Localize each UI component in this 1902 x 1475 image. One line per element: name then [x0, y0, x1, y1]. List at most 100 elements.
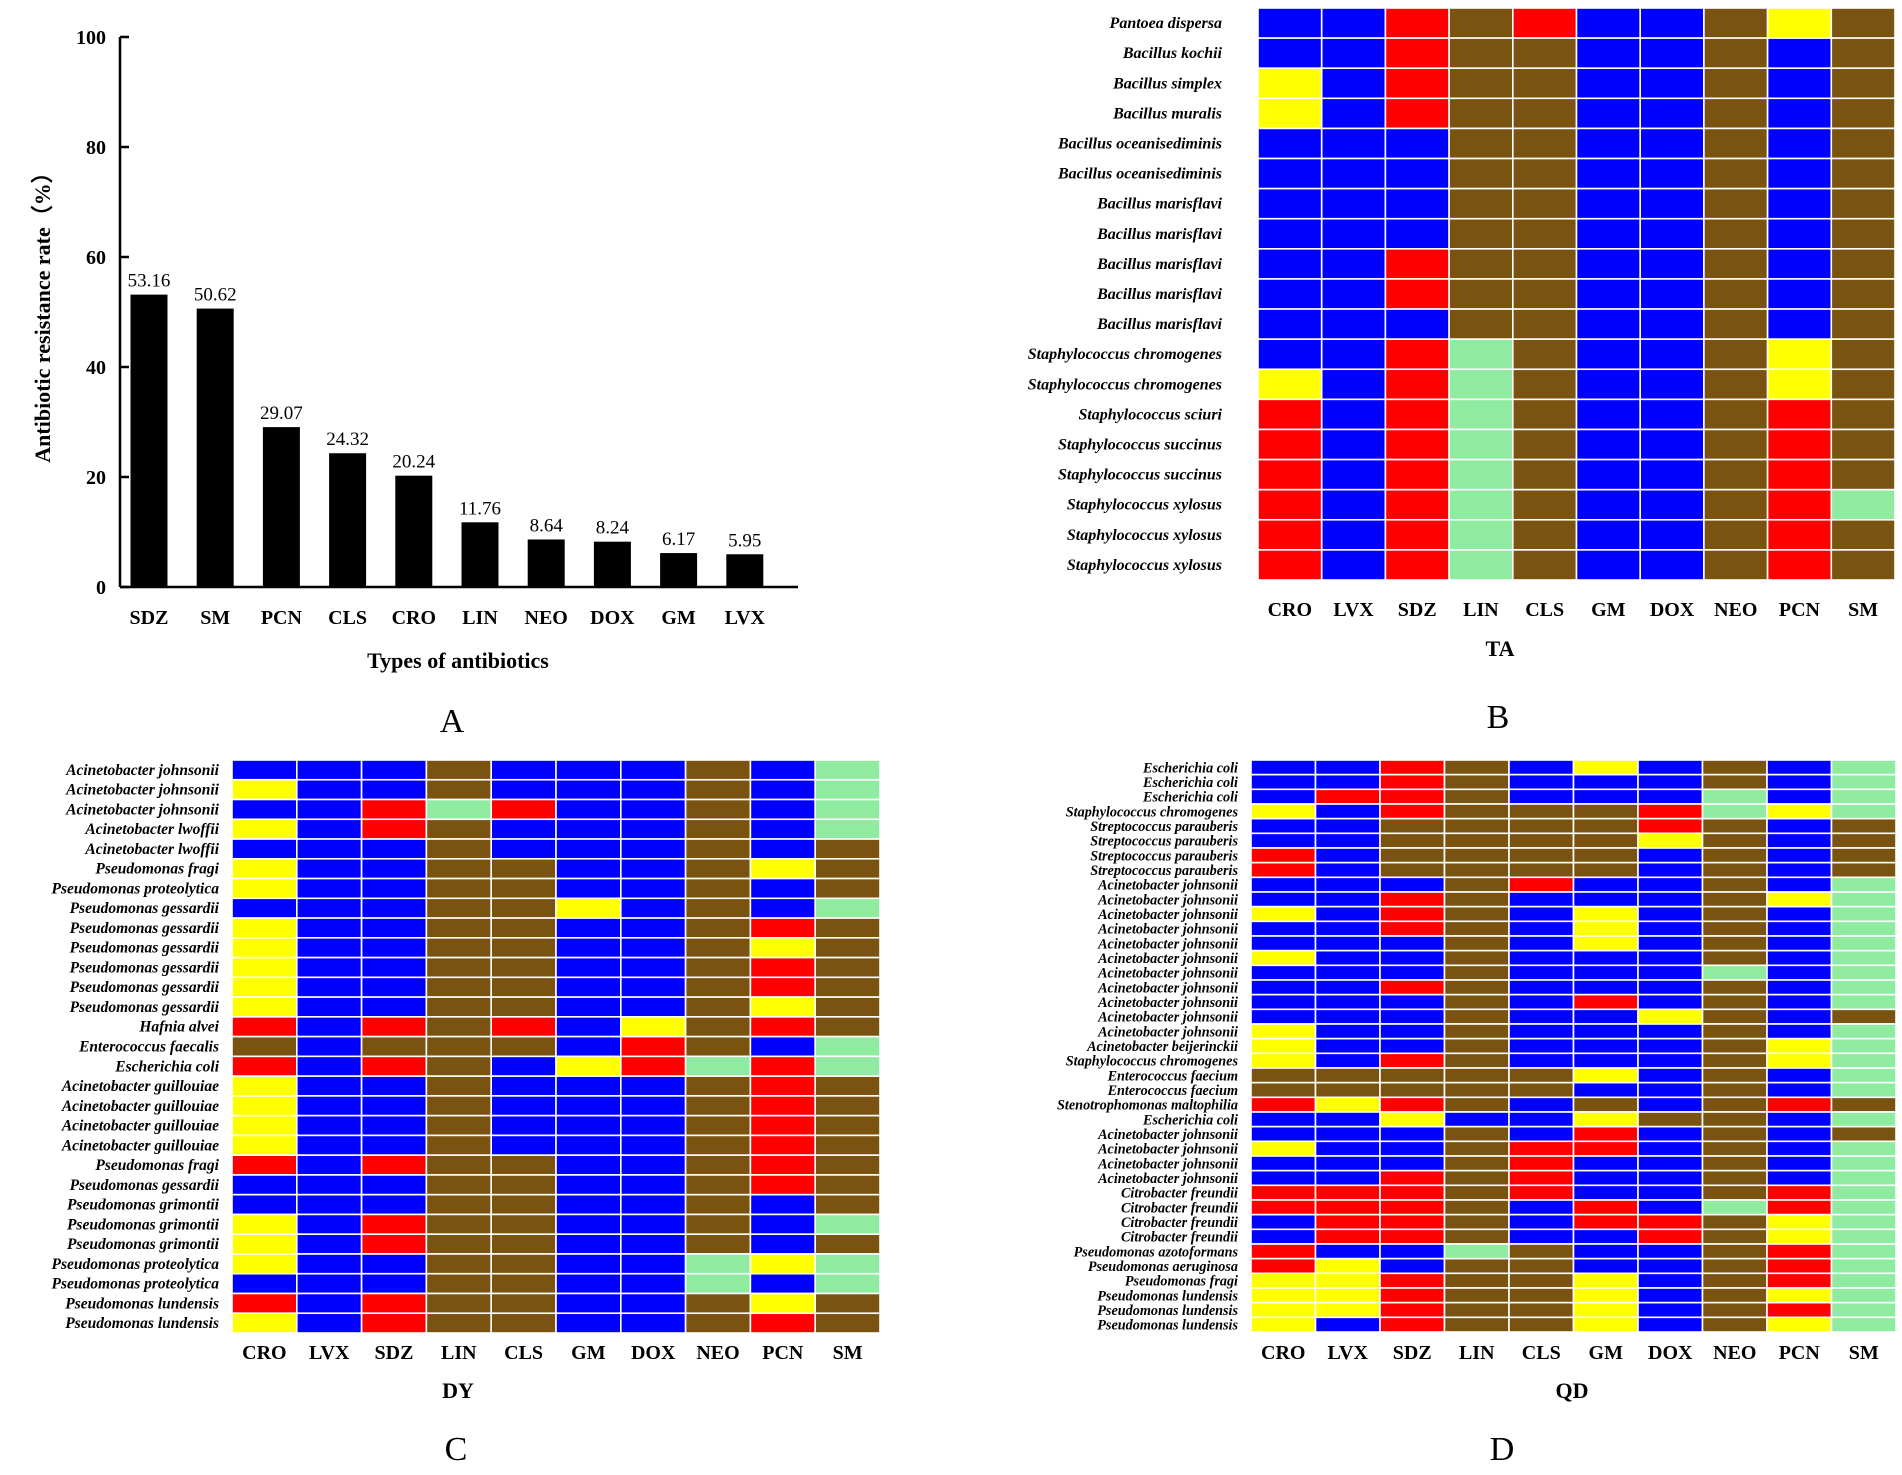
- heatmap-cell: [1379, 788, 1446, 805]
- heatmap-cell: [1572, 1228, 1639, 1245]
- heatmap-cell: [1572, 1199, 1639, 1216]
- heatmap-cell: [749, 1134, 817, 1156]
- heatmap-cell: [1766, 127, 1833, 160]
- heatmap-cell: [1508, 817, 1575, 835]
- heatmap-cell: [231, 1075, 298, 1097]
- heatmap-cell: [1379, 949, 1446, 967]
- heatmap-cell: [1250, 1243, 1317, 1260]
- heatmap-cell: [814, 1174, 881, 1196]
- heatmap-cell: [1250, 847, 1317, 864]
- heatmap-cell: [619, 1233, 687, 1255]
- heatmap-cell: [555, 857, 622, 880]
- heatmap-cell: [1508, 1301, 1575, 1319]
- heatmap-cell: [1830, 157, 1896, 190]
- heatmap-cell: [1384, 278, 1450, 310]
- heatmap-cell: [1314, 891, 1381, 908]
- heatmap-cell: [1384, 549, 1450, 581]
- heatmap-cell: [1703, 157, 1769, 190]
- heatmap-cell: [1575, 217, 1642, 250]
- row-label: Acinetobacter johnsonii: [1097, 966, 1238, 982]
- heatmap-cell: [1639, 248, 1705, 280]
- heatmap-cell: [1766, 1008, 1833, 1025]
- column-label-cls: CLS: [504, 1342, 543, 1364]
- heatmap-cell: [1384, 157, 1450, 190]
- heatmap-cell: [1443, 1096, 1510, 1113]
- heatmap-cell: [1830, 993, 1897, 1011]
- heatmap-cell: [555, 996, 622, 1018]
- heatmap-cell: [684, 1016, 752, 1038]
- heatmap-cell: [1508, 935, 1575, 952]
- bar-value-label: 53.16: [128, 271, 171, 292]
- heatmap-cell: [1701, 861, 1768, 879]
- heatmap-cell: [814, 1312, 881, 1334]
- heatmap-cell: [1830, 964, 1897, 981]
- heatmap-cell: [1766, 803, 1833, 820]
- heatmap-cell: [1701, 847, 1768, 864]
- heatmap-cell: [1575, 278, 1642, 310]
- bar-sm: [196, 308, 234, 587]
- heatmap-cell: [749, 877, 817, 900]
- heatmap-cell: [490, 877, 557, 900]
- heatmap-cell: [1250, 1052, 1317, 1069]
- heatmap-cell: [619, 1213, 687, 1236]
- heatmap-cell: [1314, 1111, 1381, 1128]
- column-label-lin: LIN: [1459, 1342, 1495, 1364]
- heatmap-cell: [1766, 428, 1833, 461]
- heatmap-cell: [425, 937, 492, 959]
- heatmap-cell: [1637, 1184, 1704, 1201]
- heatmap-cell: [295, 1174, 363, 1196]
- heatmap-cell: [1379, 1155, 1446, 1172]
- heatmap-cell: [1766, 891, 1833, 908]
- heatmap-cell: [555, 1154, 622, 1176]
- heatmap-cell: [1572, 1155, 1639, 1172]
- heatmap-cell: [1572, 1023, 1639, 1040]
- heatmap-cell: [1512, 428, 1578, 461]
- heatmap-cell: [555, 937, 622, 959]
- heatmap-cell: [1320, 157, 1387, 190]
- row-label: Streptococcus parauberis: [1090, 834, 1238, 850]
- heatmap-cell: [1314, 993, 1381, 1011]
- heatmap-cell: [1250, 861, 1317, 879]
- heatmap-cell: [231, 937, 298, 959]
- heatmap-cell: [1314, 1301, 1381, 1319]
- heatmap-cell: [1637, 1272, 1704, 1289]
- bar-cro: [395, 475, 433, 587]
- heatmap-cell: [490, 1095, 557, 1117]
- heatmap-cell: [1250, 1023, 1317, 1040]
- x-tick-label: LIN: [462, 607, 498, 629]
- panel-label: C: [445, 1431, 468, 1468]
- heatmap-cell: [360, 798, 428, 821]
- heatmap-cell: [1379, 1257, 1446, 1275]
- heatmap-cell: [1703, 518, 1769, 551]
- heatmap-cell: [360, 1114, 428, 1137]
- heatmap-cell: [1448, 488, 1514, 521]
- heatmap-cell: [295, 778, 363, 801]
- heatmap-cell: [1575, 549, 1642, 581]
- x-tick-label: NEO: [525, 607, 568, 629]
- heatmap-cell: [1250, 803, 1317, 820]
- heatmap-cell: [1637, 1140, 1704, 1157]
- heatmap-cell: [1508, 1243, 1575, 1260]
- heatmap-cell: [1508, 788, 1575, 805]
- heatmap-cell: [619, 759, 687, 781]
- heatmap-cell: [1443, 1081, 1510, 1099]
- row-label: Citrobacter freundii: [1121, 1215, 1238, 1231]
- row-label: Escherichia coli: [1142, 1112, 1238, 1128]
- row-label: Acinetobacter johnsonii: [65, 762, 220, 779]
- heatmap-cell: [1830, 1008, 1897, 1025]
- row-label: Citrobacter freundii: [1121, 1200, 1238, 1216]
- heatmap-cell: [1257, 248, 1323, 280]
- heatmap-cell: [555, 1213, 622, 1236]
- row-label: Acinetobacter johnsonii: [1097, 995, 1238, 1011]
- heatmap-cell: [814, 1114, 881, 1137]
- heatmap-cell: [1257, 97, 1323, 130]
- heatmap-cell: [1250, 1199, 1317, 1216]
- heatmap-cell: [1314, 964, 1381, 981]
- heatmap-cell: [1701, 1140, 1768, 1157]
- heatmap-cell: [425, 976, 492, 998]
- heatmap-cell: [619, 1055, 687, 1077]
- heatmap-cell: [1379, 964, 1446, 981]
- heatmap-cell: [1250, 759, 1317, 776]
- heatmap-cell: [1766, 248, 1833, 280]
- heatmap-cell: [1701, 920, 1768, 937]
